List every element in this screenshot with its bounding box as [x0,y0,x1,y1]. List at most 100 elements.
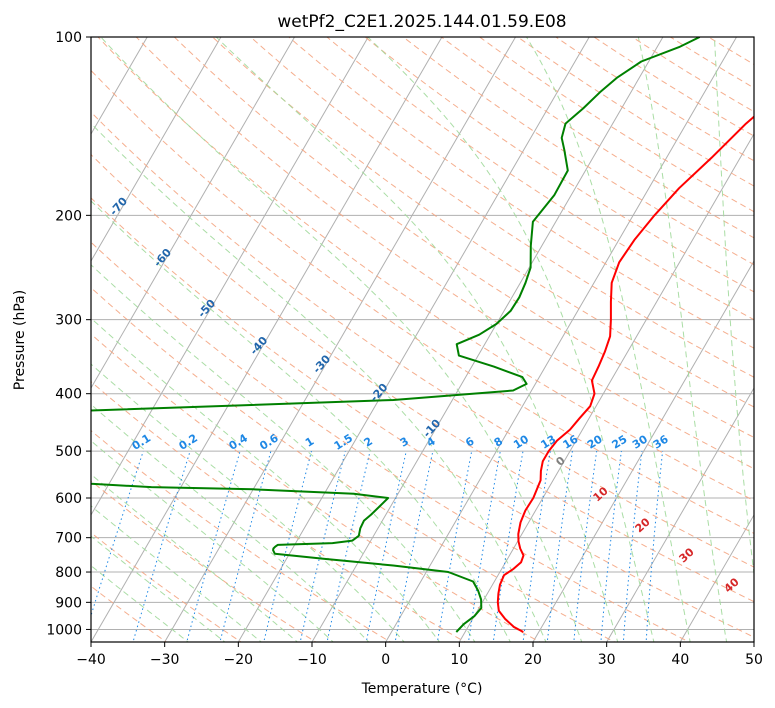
mixing-ratio-line [326,450,371,642]
dry-adiabat-line [211,37,754,408]
y-tick-label: 900 [55,595,82,611]
dry-adiabat-line [91,381,467,642]
mixing-ratio-label: 1.5 [332,431,355,452]
dry-adiabat-line [402,37,754,266]
moist-adiabat-line [91,317,441,642]
x-tick-label: 20 [524,652,542,668]
moist-adiabat-label: 10 [591,484,611,504]
x-tick-label: 10 [450,652,468,668]
isotherm-line [606,386,754,642]
dry-adiabat-line [91,287,616,642]
moist-adiabat-line [91,535,226,642]
y-tick-label: 300 [55,313,82,329]
isotherm-line [753,640,754,642]
mixing-ratio-label: 3 [398,435,411,450]
mixing-ratio-line [263,450,312,642]
moist-adiabat-line [91,264,476,642]
isotherm-line [311,37,664,642]
dry-adiabat-line [516,37,754,187]
dry-adiabat-line [91,480,317,642]
mixing-ratio-line [299,450,346,642]
y-tick-label: 100 [55,30,82,46]
mixing-ratio-line [467,451,501,642]
plot-frame [90,36,755,643]
mixing-ratio-label: 36 [651,432,671,451]
isotherm-label: -100 [0,37,1,66]
mixing-ratio-line [365,450,407,642]
dry-adiabat-line [555,37,754,162]
dewpoint-trace [91,37,701,633]
isotherm-label: -80 [61,147,84,171]
isotherm-label: -40 [247,334,270,358]
moist-adiabat-line [637,37,728,642]
mixing-ratio-line [546,451,573,642]
x-tick-label: 0 [381,652,390,668]
mixing-ratio-line [522,451,551,642]
x-tick-label: 50 [745,652,763,668]
y-tick-label: 400 [55,387,82,403]
mixing-ratio-line [186,450,241,642]
mixing-ratio-label: 13 [539,433,559,452]
moist-adiabat-line [91,440,334,642]
mixing-ratio-label: 0.1 [130,431,153,452]
moist-adiabat-line [91,122,547,642]
y-tick-label: 600 [55,491,82,507]
mixing-ratio-line [219,450,272,642]
isotherm-line [0,24,8,645]
mixing-ratio-line [436,451,473,642]
mixing-ratio-label: 6 [463,434,477,449]
sounding-traces [91,37,754,633]
isotherm-line [91,37,369,516]
y-tick-label: 500 [55,444,82,460]
background-lines [0,24,754,645]
y-tick-label: 700 [55,531,82,547]
mixing-ratio-line [573,451,598,642]
x-axis-label: Temperature (°C) [361,681,483,697]
isotherm-line [385,37,738,642]
isotherm-line [532,260,754,642]
x-tick-label: 30 [598,652,616,668]
moist-adiabat-line [91,505,263,642]
moist-adiabat-line [91,565,190,642]
dry-adiabat-line [440,37,754,239]
mixing-ratio-line [394,450,434,642]
x-tick-label: 40 [671,652,689,668]
mixing-ratio-label: 0.2 [177,431,200,452]
isotherm-line [164,37,517,642]
isotherm-label: -50 [195,297,218,321]
dry-adiabat-line [91,429,392,642]
y-axis-label: Pressure (hPa) [12,290,28,390]
dry-adiabat-line [91,69,754,534]
isotherm-label: -70 [107,194,130,218]
moist-adiabat-label: 20 [633,515,653,535]
moist-adiabat-line [713,37,754,578]
moist-adiabat-line [367,37,655,642]
mixing-ratio-label: 30 [630,432,650,451]
mixing-ratio-line [622,451,643,642]
moist-adiabat-line [525,37,691,642]
mixing-ratio-line [600,451,622,642]
isotherm-line [91,37,222,263]
isotherm-line [237,37,590,642]
x-tick-label: −20 [224,652,254,668]
dry-adiabat-line [97,37,754,502]
isotherm-label: -30 [310,352,333,376]
dry-adiabat-line [593,37,754,137]
y-tick-label: 200 [55,208,82,224]
mixing-ratio-label: 10 [511,432,531,451]
x-tick-label: −30 [150,652,180,668]
dry-adiabat-line [91,197,754,638]
axes: −40 −30 −20 −10 0 10 20 30 40 50 1000 900 800 700 600 5… [46,30,763,668]
moist-adiabat-label: 30 [677,545,697,565]
inline-line-labels: 0.10.20.40.611.52346810131620253036-100-… [0,37,742,595]
isotherm-line [91,37,296,389]
mixing-ratio-line [645,451,664,642]
isotherm-line [91,37,443,642]
dry-adiabat-line [249,37,754,378]
dry-adiabat-line [288,37,754,349]
isotherm-line [679,513,754,642]
mixing-ratio-label: 0.6 [257,431,281,453]
moist-adiabat-label: 40 [722,575,742,595]
x-tick-label: −40 [76,652,106,668]
